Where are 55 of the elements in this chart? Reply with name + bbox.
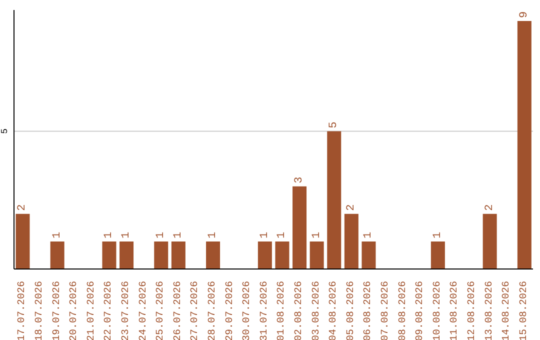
data-label: 1 (51, 231, 64, 238)
data-label: 1 (120, 231, 133, 238)
data-label: 1 (276, 231, 288, 238)
data-label: 2 (484, 204, 496, 211)
data-label: 1 (172, 231, 184, 238)
bar (154, 241, 168, 269)
data-label: 1 (103, 231, 116, 238)
bar (16, 214, 30, 269)
x-tick-label: 20.07.2026 (69, 281, 80, 340)
x-tick-label: 24.07.2026 (138, 281, 150, 340)
bar (258, 241, 272, 269)
data-label: 9 (518, 11, 530, 18)
x-tick-label: 10.08.2026 (432, 281, 444, 340)
x-tick-label: 14.08.2026 (502, 281, 513, 340)
bar (344, 214, 358, 269)
x-tick-label: 13.08.2026 (484, 281, 496, 340)
x-tick-label: 19.07.2026 (52, 281, 63, 340)
x-tick-label: 21.07.2026 (86, 281, 98, 340)
bar (327, 131, 342, 269)
bar (430, 241, 445, 269)
bar (206, 241, 220, 269)
bar (102, 241, 116, 269)
bar (482, 214, 497, 269)
x-tick-label: 22.07.2026 (104, 281, 115, 340)
bar (292, 186, 307, 269)
bar (275, 241, 290, 269)
data-label: 5 (328, 122, 340, 128)
bar (310, 241, 324, 269)
x-tick-label: 11.08.2026 (450, 281, 461, 340)
x-tick-label: 27.07.2026 (190, 281, 202, 340)
x-tick-label: 26.07.2026 (172, 281, 184, 340)
x-tick-label: 29.07.2026 (224, 281, 236, 340)
bar (120, 241, 134, 269)
x-tick-label: 28.07.2026 (207, 281, 218, 340)
bar (517, 21, 532, 269)
data-label: 2 (16, 204, 29, 211)
bar (50, 241, 64, 269)
x-tick-label: 30.07.2026 (242, 281, 254, 340)
x-tick-label: 12.08.2026 (466, 281, 478, 340)
data-label: 1 (258, 231, 271, 238)
x-tick-label: 23.07.2026 (120, 281, 132, 340)
data-label: 1 (432, 231, 444, 238)
bar (362, 241, 376, 269)
data-label: 1 (362, 231, 375, 238)
x-tick-label: 17.07.2026 (17, 281, 28, 340)
data-label: 1 (310, 231, 323, 238)
data-label: 1 (207, 231, 220, 238)
x-tick-label: 31.07.2026 (259, 281, 270, 340)
data-label: 1 (155, 231, 168, 238)
data-label: 3 (294, 176, 306, 184)
x-tick-label: 15.08.2026 (518, 281, 530, 340)
bar (171, 241, 186, 269)
x-tick-label: 18.07.2026 (34, 281, 46, 340)
x-tick-label: 25.07.2026 (156, 281, 167, 340)
data-label: 2 (345, 204, 358, 211)
